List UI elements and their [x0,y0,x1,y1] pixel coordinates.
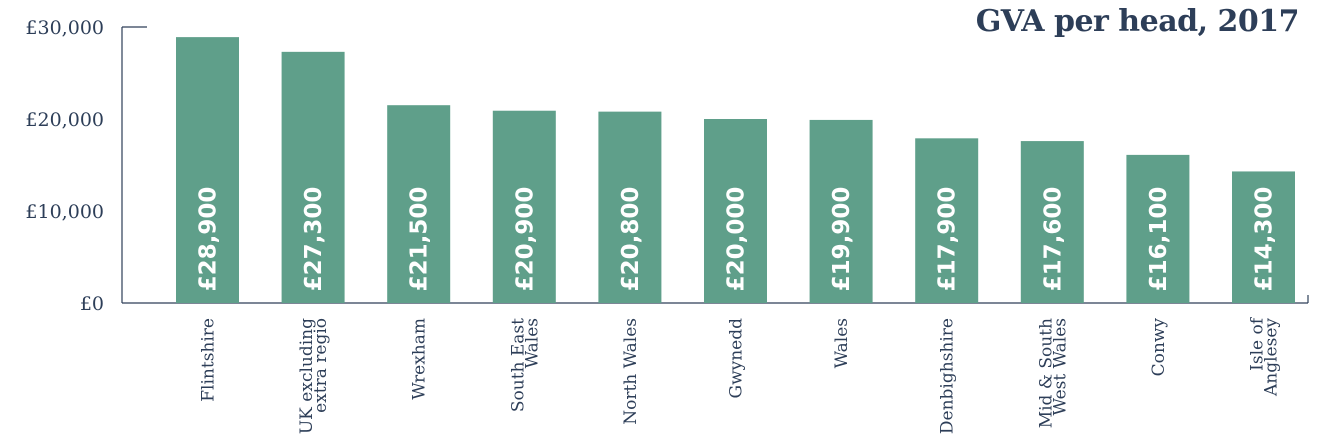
bar [704,119,767,303]
bar-value-label: £14,300 [1252,187,1278,292]
bar [1020,141,1084,303]
x-category-label: Denbighshire [938,318,958,434]
bar-value-label: £19,900 [829,187,855,292]
x-category-label: Flintshire [199,318,219,402]
x-category-label: Wales [522,318,542,368]
bar [176,37,239,304]
bar [598,111,662,303]
bar [1232,171,1295,303]
x-category-label: extra regio [311,318,331,413]
x-category-label: Gwynedd [727,318,747,399]
bar [387,105,451,303]
bar-value-label: £16,100 [1146,187,1172,292]
x-category-label: Wrexham [410,318,430,400]
bar-value-label: £20,000 [724,187,750,292]
x-category-label: Conwy [1149,318,1169,377]
bar-value-label: £20,800 [618,187,644,292]
bar [1126,154,1190,303]
x-category-label: South East [508,318,528,412]
y-tick-label: £10,000 [25,201,104,223]
bar [915,138,979,303]
y-tick-label: £0 [80,293,104,315]
bar [281,51,345,304]
bar [492,110,556,303]
x-category-label: West Wales [1050,318,1070,415]
bar-value-label: £17,900 [935,187,961,292]
bar-value-label: £28,900 [196,187,222,292]
x-category-label: Wales [832,318,852,368]
bar-value-label: £17,600 [1040,187,1066,292]
bar-value-label: £20,900 [512,187,538,292]
y-tick-label: £30,000 [25,17,104,39]
x-category-label: Anglesey [1262,318,1282,397]
bar-value-label: £27,300 [301,187,327,292]
bar-value-label: £21,500 [407,187,433,292]
chart-title: GVA per head, 2017 [975,4,1300,39]
x-category-label: UK excluding [297,318,317,434]
y-tick-label: £20,000 [25,109,104,131]
x-category-label: Isle of [1248,316,1268,371]
bar [809,119,873,303]
x-category-label: Mid & South [1036,318,1056,428]
x-category-label: North Wales [621,318,641,425]
